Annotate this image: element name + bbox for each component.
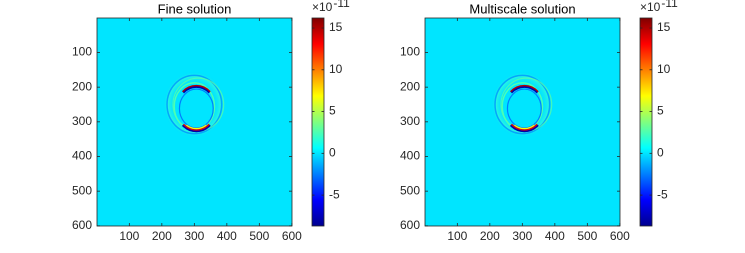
wave-front (182, 86, 210, 94)
x-tick-label: 500 (577, 229, 597, 243)
y-tick-label: 500 (400, 183, 420, 197)
colorbar-tick-label: 10 (329, 62, 343, 76)
y-tick-label: 200 (400, 79, 420, 93)
colorbar-scale-exponent: -11 (661, 0, 678, 10)
y-tick-label: 500 (72, 183, 92, 197)
colorbar-tick-label: 15 (657, 20, 671, 34)
wave-inner (178, 88, 214, 129)
x-tick-label: 300 (512, 229, 532, 243)
colorbar (640, 18, 652, 226)
y-tick-label: 600 (72, 218, 92, 232)
x-tick-label: 300 (184, 229, 204, 243)
y-tick-label: 300 (400, 114, 420, 128)
wave-front (181, 124, 211, 133)
x-tick-label: 600 (610, 229, 630, 243)
wave-front (182, 123, 210, 131)
colorbar-tick-label: 0 (657, 145, 664, 159)
colorbar-tick-label: -5 (657, 187, 668, 201)
wave-front (186, 124, 207, 130)
x-tick-label: 500 (249, 229, 269, 243)
y-tick-label: 200 (72, 79, 92, 93)
wave-inner (506, 88, 542, 129)
x-tick-label: 100 (447, 229, 467, 243)
chart-title: Multiscale solution (469, 1, 575, 16)
wave-front (514, 124, 535, 130)
colorbar-scale-base: ×10 (640, 0, 661, 14)
colorbar-box (311, 17, 325, 227)
y-tick-label: 400 (400, 149, 420, 163)
wave-front (510, 123, 538, 131)
wave-outer (166, 74, 223, 135)
wave-front (510, 86, 538, 94)
colorbar-scale-exponent: -11 (333, 0, 350, 10)
wave-front (509, 124, 539, 133)
x-tick-label: 400 (545, 229, 565, 243)
x-tick-label: 400 (217, 229, 237, 243)
colorbar-tick-label: 5 (329, 104, 336, 118)
y-tick-label: 100 (400, 45, 420, 59)
wave-front (181, 84, 211, 93)
x-tick-label: 600 (282, 229, 302, 243)
y-tick-label: 300 (72, 114, 92, 128)
colorbar-tick-label: -5 (329, 187, 340, 201)
colorbar-tick-label: 15 (329, 20, 343, 34)
x-tick-label: 100 (119, 229, 139, 243)
colorbar-tick-label: 5 (657, 104, 664, 118)
y-tick-label: 600 (400, 218, 420, 232)
colorbar-tick-label: 10 (657, 62, 671, 76)
colorbar (312, 18, 324, 226)
y-tick-label: 400 (72, 149, 92, 163)
wave-outer (494, 74, 551, 135)
x-tick-label: 200 (480, 229, 500, 243)
y-tick-label: 100 (72, 45, 92, 59)
x-tick-label: 200 (152, 229, 172, 243)
colorbar-scale-base: ×10 (312, 0, 333, 14)
colorbar-box (639, 17, 653, 227)
wave-front (509, 84, 539, 93)
chart-title: Fine solution (158, 1, 232, 16)
colorbar-tick-label: 0 (329, 145, 336, 159)
